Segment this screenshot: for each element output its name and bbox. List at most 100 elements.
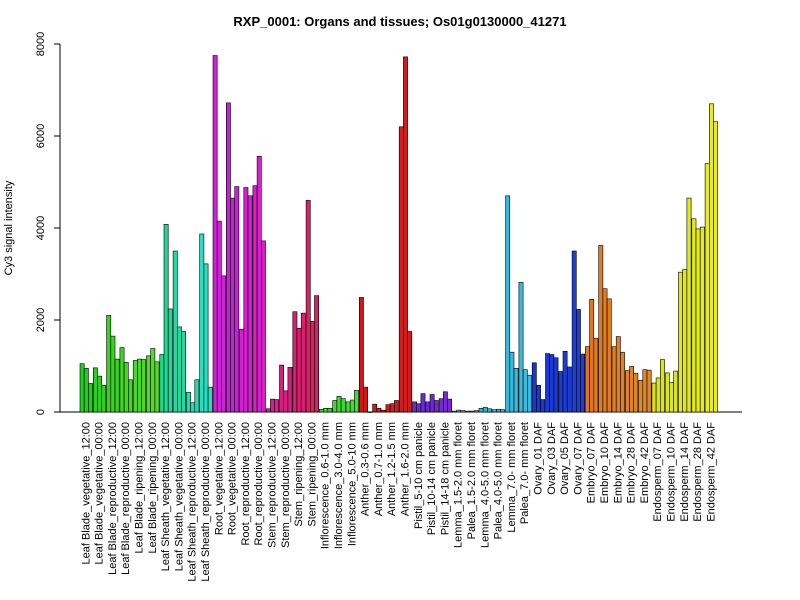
bar [713,121,718,413]
bar [367,411,373,413]
bar [256,155,262,413]
bar [615,336,621,413]
bar [678,271,683,413]
x-tick-label: Ovary_03 DAF [546,422,558,495]
bar [216,220,222,413]
bar [522,369,528,413]
bars [79,55,718,413]
bar [88,383,93,413]
bar [349,399,355,413]
bar [491,409,497,413]
y-tick-label: 6000 [35,124,47,148]
bar [589,298,595,413]
bar [553,357,559,413]
bar [646,369,652,413]
bar [566,366,572,413]
bar [380,409,386,413]
bar [509,351,515,413]
bar [247,195,253,413]
bar [518,281,524,413]
bar [407,331,413,413]
bar [163,224,169,413]
bar [669,382,674,413]
bar [505,195,511,413]
bar [212,55,218,413]
x-tick-label: Anther_1.6-2.0 mm [400,422,412,516]
x-tick-label: Leaf Sheath_vegetative_00:00 [173,422,185,571]
bar [549,354,555,413]
bar [398,126,404,413]
bar [114,358,120,413]
bar [141,359,147,413]
bar [465,410,471,413]
x-tick-label: Stem_reproductive_00:00 [280,422,292,548]
bar [403,56,408,413]
bar [128,379,133,413]
x-tick-label: Root_reproductive_12:00 [240,422,252,546]
x-tick-label: Leaf Sheath_reproductive_12:00 [187,422,199,582]
bar [305,200,311,413]
bar [319,408,324,413]
x-tick-label: Endosperm_28 DAF [692,422,704,522]
bar [221,275,226,413]
bar [482,407,488,413]
bar [473,410,479,413]
bar [190,402,196,413]
x-tick-label: Root_vegetative_00:00 [227,422,239,535]
bar [287,367,293,413]
bar [545,353,550,413]
x-tick-label: Embryo_07 DAF [586,422,598,504]
y-tick-label: 0 [35,409,47,415]
bar [638,379,644,413]
bar [562,350,568,413]
x-tick-label: Anther_0.3-0.6 mm [360,422,372,516]
bar [292,311,298,413]
bar [358,297,364,413]
bar [123,362,129,413]
y-axis-label: Cy3 signal intensity [3,180,15,275]
bar [172,250,178,413]
bar [487,408,492,413]
bar [106,315,112,413]
bar [469,410,475,413]
bar [194,379,200,413]
bar [167,308,173,413]
bar [500,409,506,413]
bar [695,228,701,413]
x-tick-label: Embryo_14 DAF [612,422,624,504]
x-tick-label: Pistil_5-10 cm panicle [413,422,425,529]
bar [526,374,532,413]
bar [642,369,648,413]
bar [456,409,462,413]
bar [132,360,138,413]
x-tick-label: Leaf Blade_vegetative_12:00 [80,422,92,565]
bar [283,390,289,413]
x-tick-label: Leaf Sheath_reproductive_00:00 [200,422,212,582]
bar [478,408,484,413]
bar [673,370,679,413]
bar [429,394,435,413]
bar [260,240,266,413]
x-tick-label: Embryo_10 DAF [599,422,611,504]
bar [332,400,338,413]
bar [177,326,182,413]
bar [442,391,448,413]
bar [154,361,160,413]
y-tick-label: 8000 [35,32,47,56]
bar [279,364,284,413]
x-tick-label: Inflorescence_0.6-1.0 mm [320,422,332,549]
bar [593,338,599,413]
bar [513,367,519,413]
bar [207,386,213,413]
bar [226,102,231,413]
bar [416,403,422,413]
bar [536,385,541,413]
x-tick-label: Leaf Blade_reproductive_12:00 [107,422,119,575]
bar [460,410,466,413]
bar [340,398,346,413]
bar [540,399,546,413]
bar [354,390,359,413]
x-tick-label: Root_vegetative_12:00 [213,422,225,535]
x-tick-label: Palea_1.5-2.0 mm floret [466,422,478,539]
